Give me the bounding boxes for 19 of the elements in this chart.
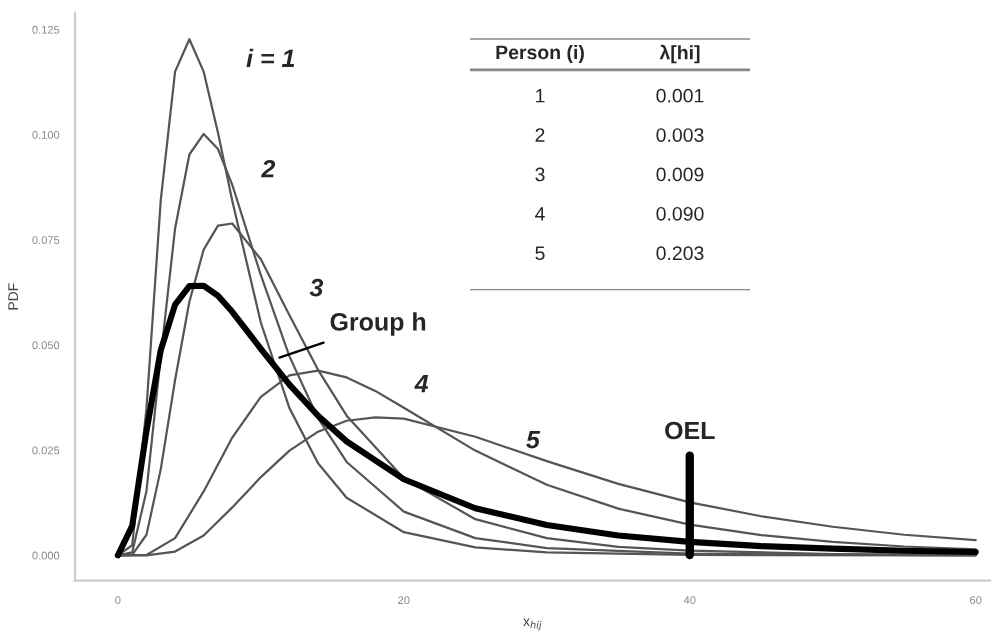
annotation: 1 xyxy=(536,89,545,103)
annotation: 2 xyxy=(535,128,545,142)
annotation: 0.090 xyxy=(656,206,704,221)
annotation: 2 xyxy=(261,159,276,178)
ref-line-label: OEL xyxy=(665,421,715,440)
annotation: Group h xyxy=(330,312,426,336)
annotation: 3 xyxy=(309,278,324,297)
annotation: 4 xyxy=(535,207,545,221)
annotation: 0.203 xyxy=(656,246,704,261)
annotation: 0.003 xyxy=(656,128,704,142)
annotation: 5 xyxy=(535,246,545,261)
annotation: 0.001 xyxy=(656,88,704,103)
annotation: 3 xyxy=(535,167,545,182)
annotation: 5 xyxy=(526,430,541,449)
annotation: λ[hi] xyxy=(659,44,700,64)
annotation: 4 xyxy=(414,375,429,393)
annotation: 0.009 xyxy=(656,167,704,182)
annotation: i = 1 xyxy=(246,48,295,67)
annotation: Person (i) xyxy=(496,44,584,64)
